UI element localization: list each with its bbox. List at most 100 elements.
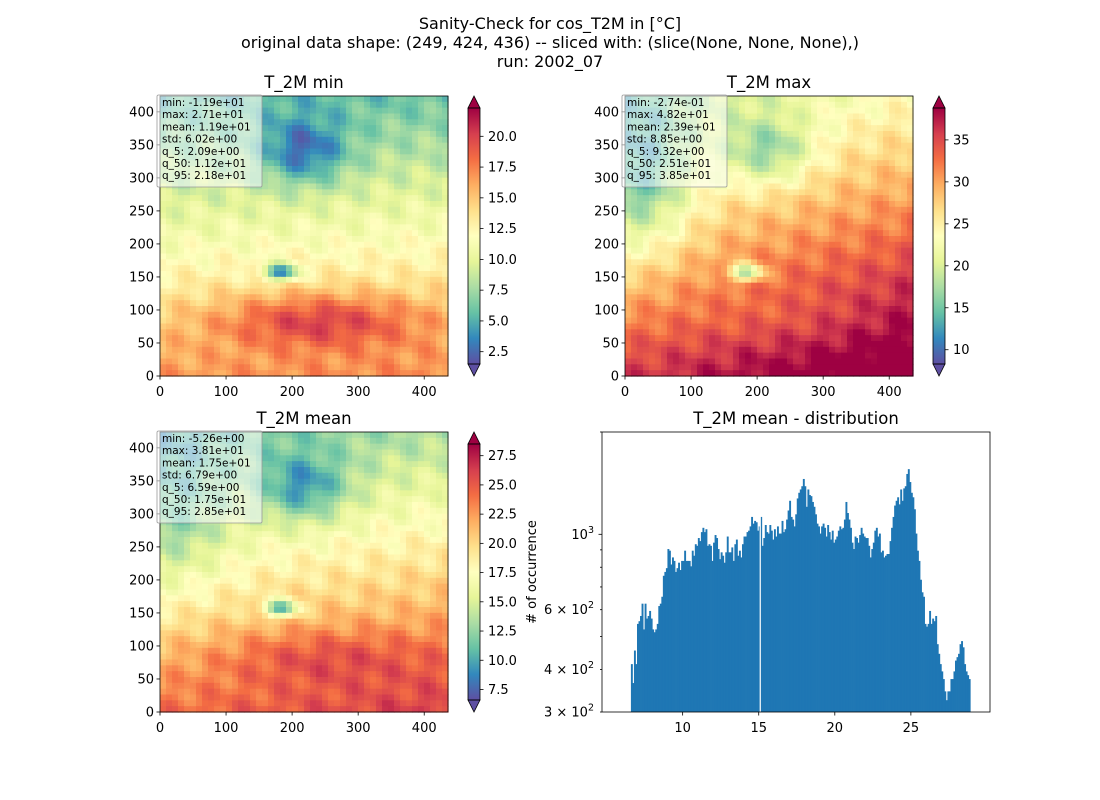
heatmap-cell <box>745 341 752 348</box>
heatmap-cell <box>661 311 668 319</box>
heatmap-cell <box>412 96 419 103</box>
heatmap-cell <box>655 329 662 336</box>
heatmap-cell <box>382 311 389 319</box>
heatmap-cell <box>673 201 680 208</box>
heatmap-cell <box>370 224 377 231</box>
heatmap-cell <box>184 323 191 330</box>
heatmap-cell <box>358 166 365 173</box>
heatmap-cell <box>907 113 914 120</box>
heatmap-cell <box>184 370 191 377</box>
heatmap-cell <box>871 201 878 208</box>
heatmap-cell <box>190 218 197 225</box>
heatmap-cell <box>781 230 788 237</box>
heatmap-cell <box>739 183 746 190</box>
heatmap-cell <box>703 230 710 237</box>
heatmap-cell <box>787 154 794 161</box>
heatmap-cell <box>853 241 860 249</box>
heatmap-cell <box>775 119 782 126</box>
heatmap-cell <box>793 282 800 290</box>
heatmap-cell <box>649 195 656 202</box>
heatmap-cell <box>823 218 830 225</box>
heatmap-cell <box>244 358 251 365</box>
heatmap-cell <box>823 230 830 237</box>
heatmap-cell <box>178 224 185 231</box>
heatmap-cell <box>160 306 167 313</box>
heatmap-cell <box>208 201 215 208</box>
heatmap-cell <box>226 352 233 360</box>
heatmap-cell <box>382 171 389 179</box>
heatmap-cell <box>769 323 776 330</box>
heatmap-cell <box>376 306 383 313</box>
heatmap-cell <box>178 189 185 196</box>
heatmap-cell <box>412 206 419 214</box>
heatmap-cell <box>865 154 872 161</box>
heatmap-cell <box>787 329 794 336</box>
heatmap-cell <box>370 183 377 190</box>
heatmap-cell <box>661 294 668 301</box>
heatmap-cell <box>172 236 179 243</box>
heatmap-cell <box>238 195 245 202</box>
heatmap-cell <box>406 236 413 243</box>
heatmap-cell <box>256 241 263 249</box>
heatmap-cell <box>352 294 359 301</box>
heatmap-cell <box>346 96 353 103</box>
heatmap-cell <box>244 341 251 348</box>
heatmap-cell <box>388 230 395 237</box>
heatmap-cell <box>232 276 239 284</box>
heatmap-cell <box>895 306 902 313</box>
heatmap-cell <box>907 160 914 167</box>
heatmap-cell <box>679 311 686 319</box>
heatmap-cell <box>847 323 854 330</box>
heatmap-cell <box>376 335 383 342</box>
heatmap-cell <box>382 364 389 371</box>
heatmap-cell <box>745 160 752 167</box>
heatmap-cell <box>835 212 842 220</box>
heatmap-cell <box>268 358 275 365</box>
heatmap-cell <box>775 300 782 307</box>
heatmap-cell <box>739 253 746 260</box>
heatmap-cell <box>412 101 419 109</box>
heatmap-cell <box>292 142 299 150</box>
heatmap-cell <box>274 253 281 260</box>
heatmap-cell <box>358 265 365 272</box>
heatmap-cell <box>340 352 347 360</box>
heatmap-cell <box>895 189 902 196</box>
heatmap-cell <box>655 247 662 255</box>
heatmap-cell <box>388 195 395 202</box>
heatmap-cell <box>757 142 764 150</box>
heatmap-cell <box>895 241 902 249</box>
heatmap-cell <box>370 206 377 214</box>
heatmap-cell <box>847 166 854 173</box>
heatmap-cell <box>382 358 389 365</box>
heatmap-cell <box>811 358 818 365</box>
heatmap-cell <box>775 166 782 173</box>
heatmap-cell <box>334 335 341 342</box>
heatmap-cell <box>853 352 860 360</box>
heatmap-cell <box>220 218 227 225</box>
heatmap-cell <box>346 271 353 278</box>
heatmap-cell <box>250 224 257 231</box>
heatmap-cell <box>232 230 239 237</box>
heatmap-cell <box>316 195 323 202</box>
heatmap-cell <box>781 113 788 120</box>
heatmap-cell <box>262 206 269 214</box>
heatmap-cell <box>883 282 890 290</box>
heatmap-cell <box>805 189 812 196</box>
heatmap-cell <box>304 101 311 109</box>
heatmap-cell <box>907 317 914 325</box>
heatmap-cell <box>226 341 233 348</box>
heatmap-cell <box>208 335 215 342</box>
heatmap-cell <box>805 329 812 336</box>
heatmap-cell <box>394 432 401 439</box>
heatmap-cell <box>859 230 866 237</box>
heatmap-cell <box>220 352 227 360</box>
heatmap-cell <box>274 271 281 278</box>
heatmap-cell <box>757 125 764 132</box>
heatmap-cell <box>220 317 227 325</box>
heatmap-cell <box>394 323 401 330</box>
heatmap-cell <box>304 166 311 173</box>
heatmap-cell <box>436 329 443 336</box>
heatmap-cell <box>442 443 449 451</box>
heatmap-cell <box>805 206 812 214</box>
